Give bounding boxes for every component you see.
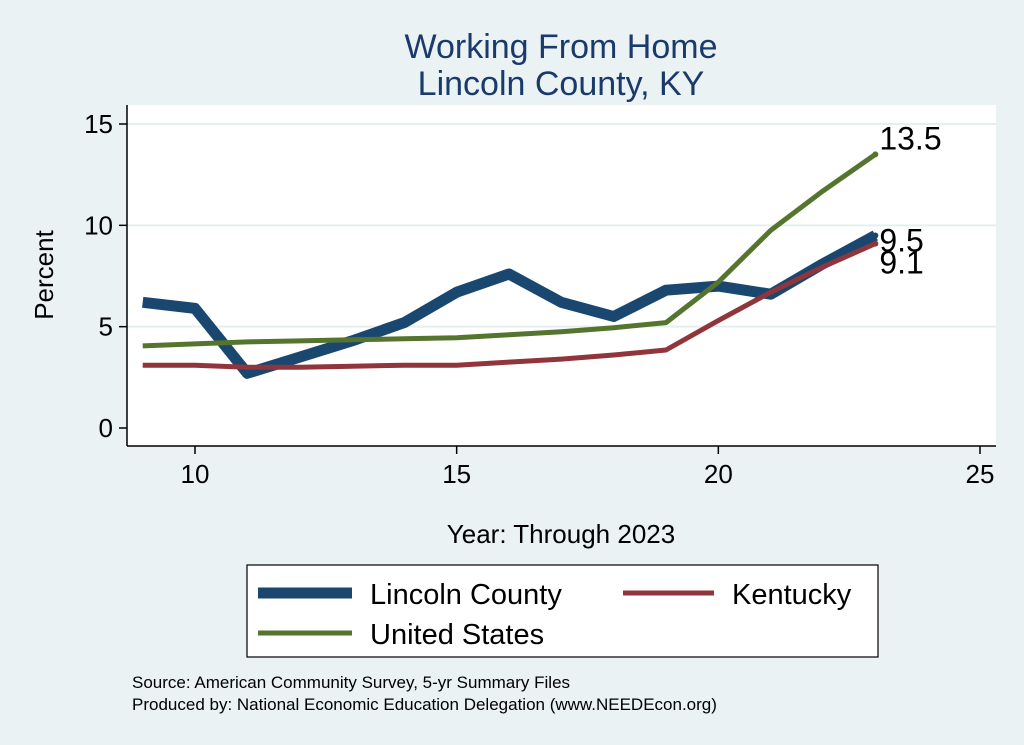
producer-note: Produced by: National Economic Education… [132,695,717,714]
legend-label-kentucky: Kentucky [732,579,852,611]
y-tick-label-10: 10 [84,210,113,240]
x-tick-label-20: 20 [704,459,733,489]
y-axis-label: Percent [29,229,59,319]
series-endpoint-united-states [872,151,879,158]
legend-box [246,564,879,658]
end-label-lincoln-county: 9.5 [879,222,923,258]
series-endpoint-lincoln-county [872,232,879,239]
y-tick-label-0: 0 [99,413,113,443]
legend-label-lincoln-county: Lincoln County [370,579,562,611]
y-tick-label-15: 15 [84,109,113,139]
source-note: Source: American Community Survey, 5-yr … [132,673,570,692]
end-label-kentucky: 9.1 [879,245,923,281]
end-label-united-states: 13.5 [879,120,941,156]
end-labels: 9.59.1 13.5 [879,120,941,280]
series-line-united-states [142,152,877,349]
legend: Lincoln County Kentucky United States [246,564,879,658]
series-lines [142,151,879,379]
series-endpoint-kentucky [872,240,879,247]
y-tick-label-5: 5 [99,312,113,342]
x-ticks: 10 15 20 25 [181,446,995,489]
legend-label-united-states: United States [370,619,544,651]
chart-title-line1: Working From Home [405,28,718,66]
gridlines [127,123,996,328]
x-tick-label-25: 25 [966,459,995,489]
chart-title-line2: Lincoln County, KY [418,65,705,103]
y-ticks: 0 5 10 15 [84,109,127,443]
x-axis-label: Year: Through 2023 [447,519,675,549]
axes [126,105,996,447]
x-tick-label-10: 10 [181,459,210,489]
plot-area [127,105,996,446]
x-tick-label-15: 15 [442,459,471,489]
series-line-kentucky [142,241,877,370]
